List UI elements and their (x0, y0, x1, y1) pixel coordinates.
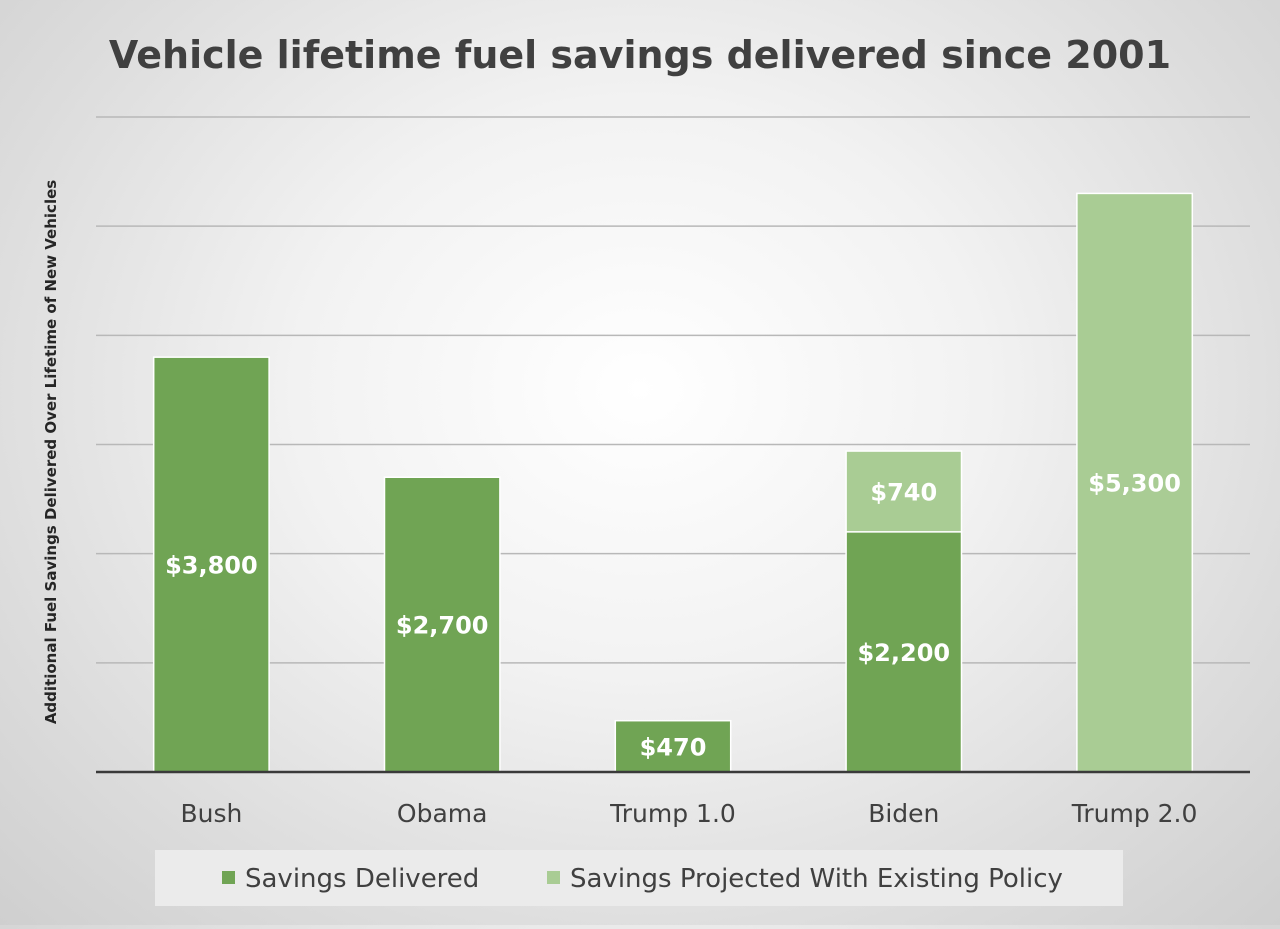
legend-swatch-savings-delivered (222, 871, 235, 884)
x-tick-label: Bush (180, 799, 242, 828)
data-label: $740 (870, 478, 937, 506)
data-label: $5,300 (1088, 470, 1181, 498)
legend: Savings Delivered Savings Projected With… (155, 850, 1123, 906)
legend-label-savings-delivered: Savings Delivered (245, 864, 479, 894)
y-axis-label: Additional Fuel Savings Delivered Over L… (42, 180, 60, 724)
data-label: $3,800 (165, 552, 258, 580)
data-label: $470 (640, 733, 707, 761)
bar-projected-3 (845, 450, 963, 533)
bars: $3,800 $2,700 $470 $2,200 $740 $5,300 (152, 192, 1194, 773)
legend-swatch-savings-projected (547, 871, 560, 884)
x-axis-ticks: Bush Obama Trump 1.0 Biden Trump 2.0 (180, 799, 1197, 828)
chart-title: Vehicle lifetime fuel savings delivered … (109, 33, 1171, 77)
gridlines (96, 116, 1250, 664)
bar-delivered-1 (383, 476, 501, 773)
x-tick-label: Trump 1.0 (609, 799, 736, 828)
data-label: $2,700 (396, 612, 489, 640)
bar-projected-4 (1076, 192, 1194, 773)
x-tick-label: Trump 2.0 (1071, 799, 1198, 828)
legend-label-savings-projected: Savings Projected With Existing Policy (570, 864, 1063, 894)
x-tick-label: Biden (868, 799, 939, 828)
x-tick-label: Obama (397, 799, 488, 828)
data-label: $2,200 (857, 639, 950, 667)
bar-delivered-2 (614, 719, 732, 773)
legend-background (155, 850, 1123, 906)
